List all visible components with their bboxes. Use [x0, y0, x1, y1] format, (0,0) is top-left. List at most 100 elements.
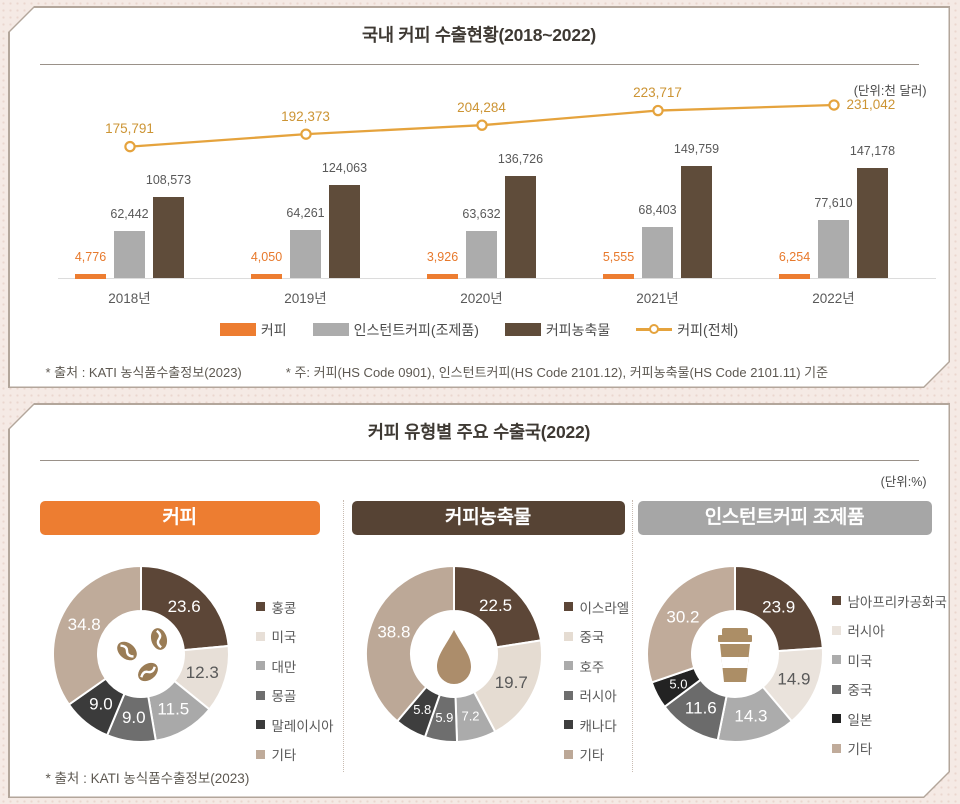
legend-item: 커피농축물: [505, 320, 610, 340]
donut-legend-label: 일본: [847, 712, 873, 728]
column-divider: [632, 500, 633, 772]
coffee-bean: [134, 659, 161, 685]
bar-value-label: 64,261: [286, 206, 325, 221]
bar: [114, 231, 145, 278]
coffee-bean: [148, 626, 169, 651]
donut-slice-label: 9.0: [121, 708, 145, 727]
bean-slit: [154, 630, 162, 647]
donut-legend-swatch: [256, 602, 265, 611]
donut-legend-label: 남아프리카공화국: [847, 594, 947, 610]
donut-legend-item: 기타: [832, 738, 947, 758]
donut-legend-label: 캐나다: [579, 718, 617, 734]
donut-legend-swatch: [256, 691, 265, 700]
bar-value-label: 147,178: [849, 143, 896, 158]
donut-legend-label: 기타: [271, 748, 297, 763]
donut-slice-label: 23.9: [762, 597, 795, 616]
donut-legend-item: 말레이시아: [256, 715, 334, 735]
donut-legend-item: 러시아: [832, 620, 947, 640]
donut-slice-label: 9.0: [89, 694, 113, 713]
donut-slice-label: 14.3: [734, 706, 767, 725]
donut-legend-item: 캐나다: [564, 715, 630, 735]
panel1-unit-label: (단위:천 달러): [853, 83, 927, 98]
donut-slice-label: 5.9: [435, 709, 453, 724]
donut-legend-coffee: 홍콩 미국 대만 몽골 말레이시아 기타: [256, 597, 334, 765]
donut-legend-item: 미국: [832, 650, 947, 670]
donut-header-instant: 인스턴트커피 조제품: [638, 501, 932, 535]
donut-legend-item: 중국: [832, 679, 947, 699]
line-point: [301, 129, 310, 138]
donut-legend-item: 대만: [256, 656, 334, 676]
donut-slice-label: 38.8: [377, 622, 410, 641]
bar: [251, 274, 282, 279]
panel2-unit-label: (단위:%): [880, 474, 927, 489]
panel2-title: 커피 유형별 주요 수출국(2022): [367, 421, 591, 442]
donut-legend-swatch: [256, 750, 265, 759]
export-status-panel-inner: 국내 커피 수출현황(2018~2022) (단위:천 달러) 2018년 4,7…: [10, 8, 949, 387]
legend-item: 인스턴트커피(조제품): [313, 320, 479, 340]
x-axis-label: 2020년: [460, 290, 503, 306]
donut-slice-label: 5.8: [413, 702, 431, 717]
donut-legend-label: 대만: [271, 659, 297, 675]
donut-legend-item: 중국: [564, 626, 630, 646]
bar-value-label: 4,050: [250, 249, 283, 264]
donut-legend-item: 러시아: [564, 685, 630, 705]
donut-legend-label: 말레이시아: [271, 718, 334, 734]
donut-slice: [735, 566, 823, 651]
donut-legend-swatch: [832, 596, 841, 605]
bar-value-label: 4,776: [74, 249, 107, 264]
donut-slice: [141, 566, 229, 650]
cup-band: [721, 657, 748, 668]
bar-chart-legend: 커피 인스턴트커피(조제품) 커피농축물 커피(전체): [10, 320, 949, 340]
line-value-label: 192,373: [281, 108, 330, 124]
line-legend-swatch: [636, 323, 672, 336]
panel1-title-divider: [40, 64, 919, 65]
bar: [466, 231, 497, 279]
donut-legend-swatch: [256, 661, 265, 670]
coffee-beans-icon: [113, 626, 169, 685]
legend-swatch: [220, 323, 256, 336]
bar-value-label: 108,573: [145, 172, 192, 187]
donut-legend-label: 중국: [847, 683, 873, 698]
bar: [779, 274, 810, 279]
donut-slice: [647, 566, 735, 682]
bar-value-label: 63,632: [462, 206, 501, 221]
donut-slice-label: 12.3: [185, 663, 218, 682]
bar: [681, 166, 712, 279]
donut-legend-label: 러시아: [579, 689, 617, 704]
legend-label: 커피(전체): [677, 321, 739, 338]
bar-value-label: 5,555: [602, 249, 635, 264]
donut-legend-item: 남아프리카공화국: [832, 591, 947, 611]
export-countries-panel: 커피 유형별 주요 수출국(2022) (단위:%) 커피 커피농축물 인스턴트…: [8, 403, 950, 798]
bar: [153, 197, 184, 279]
donut-chart-concentrate: 22.5 19.7 7.2 5.9 5.8 38.8: [354, 554, 554, 754]
bar-value-label: 68,403: [638, 202, 677, 217]
donut-legend-swatch: [832, 744, 841, 753]
donut-slice-label: 11.5: [157, 699, 189, 718]
donut-chart-instant: 23.9 14.9 14.3 11.6 5.0 30.2: [635, 554, 835, 754]
donut-legend-item: 홍콩: [256, 597, 334, 617]
donut-legend-item: 이스라엘: [564, 597, 630, 617]
donut-legend-label: 기타: [579, 748, 605, 763]
legend-label: 인스턴트커피(조제품): [353, 321, 479, 338]
line-value-label: 175,791: [105, 121, 154, 137]
legend-item: 커피: [220, 320, 287, 340]
panel1-source: * 출처 : KATI 농식품수출정보(2023): [45, 364, 242, 380]
bar: [505, 176, 536, 279]
donut-legend-swatch: [256, 720, 265, 729]
bar: [290, 230, 321, 278]
donut-slice: [366, 566, 454, 721]
bar: [818, 220, 849, 278]
legend-swatch: [313, 323, 349, 336]
bar-value-label: 124,063: [321, 161, 368, 176]
bar: [642, 227, 673, 279]
export-status-panel: 국내 커피 수출현황(2018~2022) (단위:천 달러) 2018년 4,7…: [8, 6, 950, 388]
x-axis-label: 2021년: [636, 290, 679, 306]
line-value-label: 223,717: [633, 85, 682, 101]
line-value-label: 204,284: [457, 99, 506, 115]
bar: [329, 185, 360, 278]
donut-slice-label: 14.9: [777, 669, 810, 688]
export-countries-panel-inner: 커피 유형별 주요 수출국(2022) (단위:%) 커피 커피농축물 인스턴트…: [10, 405, 949, 797]
bar-value-label: 149,759: [673, 141, 720, 156]
